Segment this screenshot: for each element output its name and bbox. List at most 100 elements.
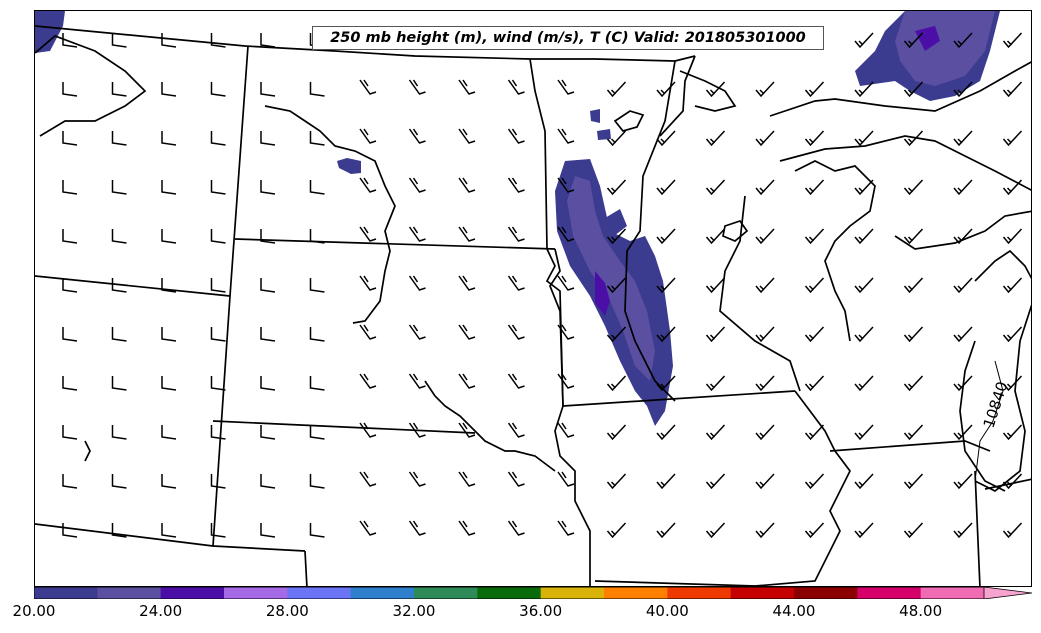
wind-barb <box>507 373 525 389</box>
wind-barb <box>507 79 525 95</box>
wind-barb <box>62 229 78 244</box>
wind-barb <box>161 474 177 489</box>
colorbar-tick-label: 48.00 <box>899 602 943 620</box>
colorbar-swatch <box>857 587 922 599</box>
wind-barb <box>309 229 325 244</box>
wind-barb <box>408 471 426 487</box>
political-boundaries <box>35 25 1031 586</box>
colorbar-swatch <box>477 587 542 599</box>
wind-barb <box>507 226 525 242</box>
wind-barb <box>260 523 276 538</box>
wind-barb <box>408 79 426 95</box>
wind-barb <box>903 81 924 98</box>
wind-barb <box>953 375 973 392</box>
colorbar-extend-arrow <box>983 587 1032 599</box>
wind-barb <box>953 473 973 490</box>
wind-barb <box>755 375 775 392</box>
wind-barb <box>953 424 973 441</box>
wind-barb <box>1002 32 1023 49</box>
wind-speed-shading <box>35 11 1000 426</box>
wind-barb <box>606 81 627 98</box>
wind-barb <box>854 277 874 294</box>
wind-barb <box>408 324 426 340</box>
wind-barb <box>458 128 476 144</box>
wind-barb <box>507 275 525 291</box>
wind-barb <box>210 82 226 97</box>
wind-barb <box>656 179 676 196</box>
wind-barb <box>953 179 973 196</box>
wind-barb <box>359 471 377 487</box>
wind-barb <box>359 422 377 438</box>
wind-barb <box>656 473 676 490</box>
wind-barb <box>557 177 575 193</box>
map-frame: 10840 250 mb height (m), wind (m/s), T (… <box>34 10 1032 587</box>
wind-barb <box>260 229 276 244</box>
colorbar-swatch <box>97 587 162 599</box>
colorbar-swatch <box>794 587 858 599</box>
wind-barb <box>111 33 127 48</box>
map-title: 250 mb height (m), wind (m/s), T (C) Val… <box>312 26 824 50</box>
colorbar-swatch <box>540 587 605 599</box>
wind-barb <box>62 474 78 489</box>
wind-barb <box>458 177 476 193</box>
wind-barb <box>854 130 874 147</box>
wind-barb <box>755 424 775 441</box>
wind-barb <box>903 228 924 245</box>
wind-barb <box>804 130 825 147</box>
wind-barb <box>408 275 426 291</box>
wind-barb <box>755 473 775 490</box>
wind-barb <box>854 473 874 490</box>
wind-barb <box>408 373 426 389</box>
wind-barb <box>408 520 426 536</box>
wind-barb <box>804 424 825 441</box>
wind-barb <box>309 474 325 489</box>
wind-barb <box>458 422 476 438</box>
wind-barb <box>458 275 476 291</box>
colorbar-tick-label: 24.00 <box>139 602 183 620</box>
wind-barb <box>62 131 78 146</box>
colorbar-swatch <box>604 587 668 599</box>
wind-barb <box>804 375 825 392</box>
wind-barb <box>359 226 377 242</box>
wind-barb <box>656 81 676 98</box>
wind-barb <box>705 277 726 294</box>
wind-barb <box>161 33 177 48</box>
wind-barb <box>705 375 726 392</box>
wind-barb <box>210 33 226 48</box>
wind-barb <box>1002 326 1023 343</box>
wind-barb <box>557 520 575 536</box>
wind-barb <box>854 32 874 49</box>
wind-barb <box>62 376 78 391</box>
wind-barb <box>557 128 575 144</box>
wind-barb <box>903 32 924 49</box>
wind-barb <box>854 81 874 98</box>
colorbar-swatch <box>730 587 795 599</box>
wind-barb <box>903 179 924 196</box>
wind-barb <box>1002 179 1023 196</box>
wind-barb <box>408 422 426 438</box>
wind-barb <box>1002 424 1023 441</box>
wind-barb <box>755 522 775 539</box>
wind-barb <box>161 523 177 538</box>
colorbar <box>34 587 1032 599</box>
wind-barb <box>804 326 825 343</box>
wind-barb <box>507 422 525 438</box>
wind-barb <box>903 130 924 147</box>
wind-barb <box>656 228 676 245</box>
wind-barb <box>458 471 476 487</box>
wind-barb <box>408 177 426 193</box>
wind-barb <box>359 275 377 291</box>
wind-barb <box>309 278 325 293</box>
wind-barb <box>309 523 325 538</box>
colorbar-tick-label: 28.00 <box>265 602 309 620</box>
wind-barb <box>606 179 627 196</box>
wind-barb <box>111 82 127 97</box>
wind-barb <box>557 226 575 242</box>
wind-barb <box>458 520 476 536</box>
wind-barb <box>507 520 525 536</box>
wind-barb <box>854 375 874 392</box>
wind-barb <box>359 177 377 193</box>
wind-barb <box>458 226 476 242</box>
wind-barb <box>903 326 924 343</box>
wind-barb <box>111 180 127 195</box>
